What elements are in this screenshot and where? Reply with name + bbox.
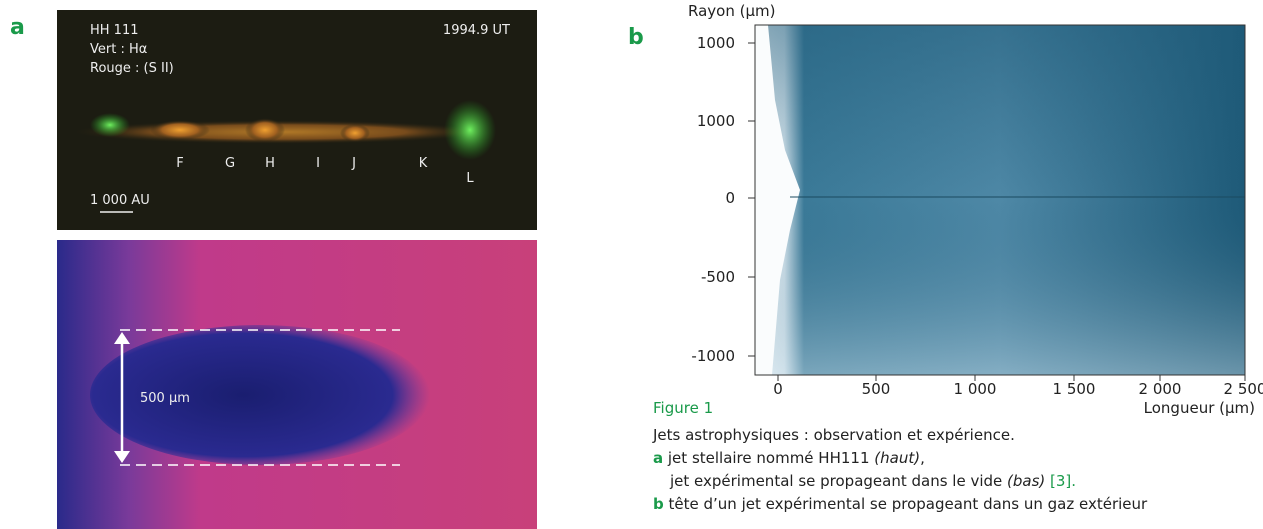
caption-text: (bas) <box>1007 472 1045 490</box>
knot-label: G <box>225 156 235 171</box>
image-text: Vert : Hα <box>90 42 147 57</box>
x-tick-label: 2 000 <box>1139 380 1182 398</box>
x-tick-label: 2 500 <box>1224 380 1263 398</box>
x-tick-label: 0 <box>773 380 783 398</box>
scale-label: 1 000 AU <box>90 193 150 208</box>
caption-line: jet expérimental se propageant dans le v… <box>669 472 1076 490</box>
image-text: 1994.9 UT <box>443 23 510 38</box>
knot <box>245 118 285 142</box>
image-text: Rouge : (S II) <box>90 61 174 76</box>
knot <box>340 124 370 142</box>
page: a b Rayon (μm) Figure 1 Longueur (μm) Je… <box>0 0 1263 529</box>
knot-label: J <box>351 156 356 171</box>
knot <box>150 120 210 140</box>
figure: a b Rayon (μm) Figure 1 Longueur (μm) Je… <box>0 0 1263 529</box>
x-tick-label: 500 <box>862 380 891 398</box>
panel-label: a <box>10 15 25 40</box>
scale-label: 500 μm <box>140 391 190 406</box>
caption-text: (haut) <box>874 449 920 467</box>
caption-line: b tête d’un jet expérimental se propagea… <box>653 495 1148 513</box>
knot <box>90 113 130 137</box>
y-tick-label: -500 <box>701 268 735 286</box>
y-tick-label: 0 <box>725 189 735 207</box>
y-axis-label: Rayon (μm) <box>688 2 775 20</box>
caption-line: a jet stellaire nommé HH111 (haut), <box>653 449 925 467</box>
caption-text: , <box>920 449 925 467</box>
x-tick-label: 1 500 <box>1053 380 1096 398</box>
y-tick-label: 1000 <box>697 34 735 52</box>
bow-shock <box>444 100 496 160</box>
caption-title: Figure 1 <box>653 399 713 417</box>
lab-image-shade <box>755 25 1245 375</box>
knot-label: L <box>466 171 474 186</box>
caption-text: [3]. <box>1045 472 1076 490</box>
x-tick-label: 1 000 <box>954 380 997 398</box>
knot-label: H <box>265 156 275 171</box>
caption-text: b <box>653 495 664 513</box>
panel-label: b <box>628 25 644 50</box>
caption-text: a <box>653 449 663 467</box>
y-tick-label: -1000 <box>691 347 735 365</box>
knot-label: F <box>176 156 183 171</box>
caption-text: Jets astrophysiques : observation et exp… <box>652 426 1015 444</box>
knot-label: I <box>316 156 320 171</box>
caption-text: tête d’un jet expérimental se propageant… <box>664 495 1148 513</box>
caption-text: jet stellaire nommé HH111 <box>663 449 874 467</box>
knot-label: K <box>419 156 428 171</box>
caption-line: Jets astrophysiques : observation et exp… <box>652 426 1015 444</box>
x-axis-label: Longueur (μm) <box>1144 399 1255 417</box>
caption-text: jet expérimental se propageant dans le v… <box>669 472 1007 490</box>
caption: Jets astrophysiques : observation et exp… <box>652 426 1148 513</box>
y-tick-label: 1000 <box>697 112 735 130</box>
image-text: HH 111 <box>90 23 139 38</box>
